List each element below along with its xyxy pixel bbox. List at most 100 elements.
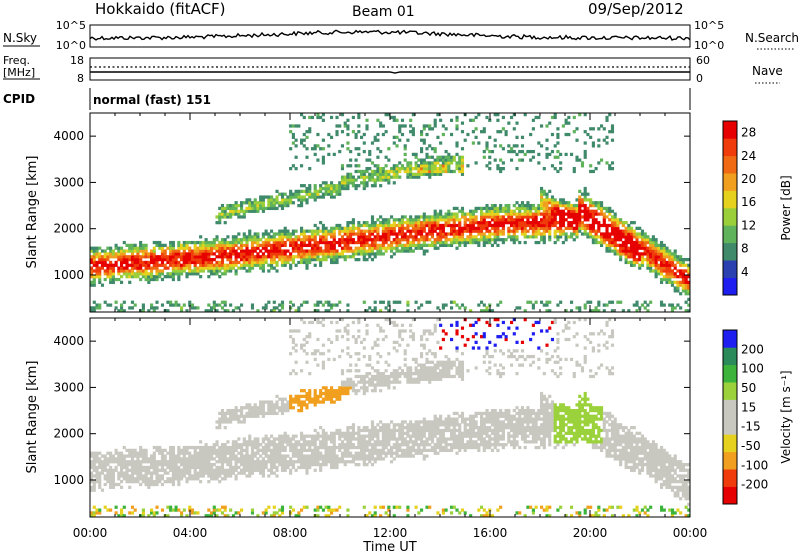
power-cell (556, 212, 560, 216)
power-cell (589, 203, 593, 208)
power-cell (199, 240, 203, 245)
power-cell (455, 218, 459, 222)
power-cell (548, 300, 552, 304)
velocity-cell (117, 460, 121, 464)
velocity-cell (330, 431, 334, 435)
power-cell (540, 206, 544, 211)
power-cell (313, 263, 317, 267)
colorbar-block (723, 121, 737, 139)
velocity-cell (297, 329, 301, 333)
velocity-cell (141, 508, 145, 512)
power-cell (190, 252, 195, 256)
velocity-cell (114, 482, 118, 487)
power-cell (616, 252, 620, 256)
velocity-cell (250, 468, 255, 472)
power-cell (512, 203, 516, 208)
power-cell (376, 218, 380, 222)
power-cell (430, 127, 435, 131)
power-cell (496, 164, 500, 168)
power-cell (542, 235, 546, 239)
power-cell (218, 206, 222, 211)
power-cell (523, 209, 527, 213)
power-cell (400, 226, 405, 230)
velocity-cell (240, 454, 244, 458)
velocity-cell (174, 454, 178, 458)
power-cell (632, 232, 636, 236)
power-cell (376, 249, 380, 253)
power-cell (300, 255, 304, 259)
power-cell (523, 212, 527, 216)
power-cell (433, 240, 437, 245)
velocity-cell (98, 485, 102, 489)
power-cell (422, 141, 426, 145)
velocity-cell (210, 451, 214, 455)
power-cell (351, 178, 355, 182)
colorbar-tick-label: 16 (741, 195, 756, 209)
power-cell (428, 300, 432, 304)
power-cell (687, 303, 691, 307)
power-cell (237, 246, 241, 250)
power-cell (150, 255, 154, 259)
power-cell (665, 260, 669, 265)
power-cell (308, 255, 312, 259)
power-cell (654, 260, 658, 265)
velocity-cell (196, 474, 200, 478)
velocity-cell (300, 448, 304, 453)
velocity-cell (103, 460, 107, 464)
power-cell (450, 155, 454, 159)
power-cell (130, 263, 135, 267)
power-cell (608, 232, 612, 236)
velocity-cell (340, 391, 345, 396)
power-cell (420, 130, 424, 134)
power-cell (433, 164, 437, 168)
power-cell (294, 138, 298, 142)
power-cell (542, 167, 546, 171)
power-cell (583, 192, 587, 196)
velocity-cell (128, 468, 132, 472)
power-cell (640, 252, 645, 256)
velocity-cell (280, 448, 285, 453)
velocity-cell (330, 451, 334, 455)
velocity-cell (324, 454, 328, 458)
velocity-cell (188, 457, 192, 461)
velocity-cell (300, 437, 304, 441)
velocity-cell (327, 460, 331, 464)
power-cell (185, 263, 189, 267)
power-cell (332, 243, 336, 248)
power-cell (223, 243, 227, 248)
velocity-cell (245, 462, 249, 467)
power-cell (638, 226, 642, 230)
velocity-cell (280, 408, 285, 413)
velocity-cell (98, 471, 102, 475)
power-cell (668, 252, 672, 256)
power-cell (387, 235, 391, 239)
power-cell (414, 172, 418, 176)
velocity-cell (215, 468, 219, 472)
power-cell (278, 232, 282, 236)
power-cell (455, 212, 459, 216)
power-cell (665, 255, 669, 259)
power-cell (572, 232, 576, 236)
power-cell (398, 161, 402, 165)
power-cell (212, 240, 216, 245)
power-cell (384, 169, 388, 174)
power-cell (182, 266, 186, 270)
velocity-cell (256, 451, 260, 455)
velocity-cell (231, 417, 235, 421)
power-cell (242, 266, 246, 270)
power-cell (460, 235, 465, 239)
power-cell (455, 223, 459, 228)
power-cell (414, 218, 418, 222)
power-cell (398, 229, 402, 233)
power-cell (529, 149, 533, 154)
power-cell (95, 303, 99, 307)
power-cell (300, 249, 304, 253)
power-cell (270, 249, 274, 253)
power-cell (223, 252, 227, 256)
velocity-cell (100, 454, 105, 458)
power-cell (103, 260, 107, 265)
power-cell (496, 113, 500, 117)
power-cell (321, 252, 325, 256)
power-cell (439, 169, 443, 174)
power-cell (223, 266, 227, 270)
